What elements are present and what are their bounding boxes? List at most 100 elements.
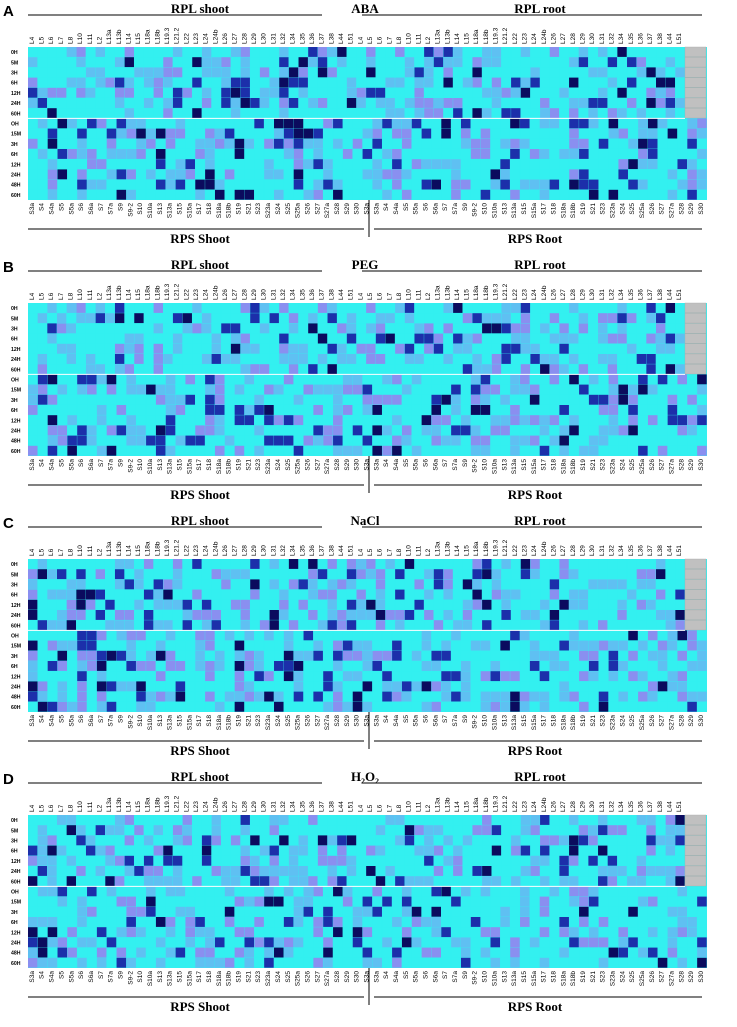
heatmap-cell [352,937,363,948]
heatmap-cell [529,189,540,200]
heatmap-cell [308,599,318,610]
heatmap-cell [313,118,323,129]
heatmap-cell [185,374,195,385]
heatmap-cell [510,374,520,385]
heatmap-cell [618,691,628,702]
heatmap-cell [224,947,235,958]
heatmap-cell [333,159,343,170]
heatmap-cell [598,364,608,375]
heatmap-cell [96,394,107,405]
heatmap-cell [395,620,405,631]
heatmap-cell [677,149,688,159]
rpl-tick-label: L28 [570,289,577,300]
heatmap-cell [490,886,501,897]
heatmap-cell [520,364,531,375]
rpl-tick-label: L32 [280,545,287,556]
heatmap-cell [598,77,608,88]
heatmap-cell [607,559,618,569]
rpl-tick-label: L30 [589,545,596,556]
heatmap-cell [482,835,492,846]
heatmap-cell [559,927,569,938]
rps-tick-label: S6 [423,715,430,723]
heatmap-cell [421,374,432,385]
heatmap-cell [211,57,221,68]
rpl-tick-label: L14 [125,801,132,812]
heatmap-cell [480,118,491,129]
heatmap-cell [155,937,166,948]
heatmap-cell [395,845,405,856]
heatmap-cell [529,650,540,661]
heatmap-cell [205,671,215,682]
heatmap-cell [234,169,245,180]
heatmap-cell [136,374,146,385]
heatmap-cell [234,906,245,917]
heatmap-cell [441,630,451,641]
heatmap-cell [116,445,127,456]
heatmap-cell [155,671,166,682]
heatmap-cell [165,947,176,958]
rps-tick-label: S23a [609,971,616,987]
heatmap-cell [163,87,173,98]
heatmap-cell [569,149,579,159]
heatmap-cell [617,313,627,324]
heatmap-cell [687,149,697,159]
heatmap-cell [520,384,530,395]
heatmap-cell [153,599,163,610]
heatmap-cell [313,435,323,446]
heatmap-cell [501,589,511,600]
heatmap-cell [56,343,67,354]
heatmap-cell [143,303,154,313]
heatmap-cell [95,815,105,825]
time-row-label: 12H [11,162,21,168]
heatmap-cell [549,333,560,344]
heatmap-cell [298,589,308,600]
rps-tick-label: S18b [226,203,233,219]
heatmap-cell [520,149,530,159]
heatmap-cell [165,415,176,426]
heatmap-cell [366,77,376,88]
heatmap-cell [636,354,647,364]
heatmap-cell [404,333,415,344]
heatmap-cell [95,67,105,78]
heatmap-cell [510,128,520,139]
heatmap-cell [211,855,221,866]
heatmap-cell [221,87,231,98]
heatmap-cell [667,118,678,129]
heatmap-cell [221,835,231,846]
heatmap-cell [274,128,284,139]
heatmap-cell [192,569,202,580]
heatmap-cell [77,896,87,907]
heatmap-cell [401,189,412,200]
heatmap-cell [433,569,444,580]
heatmap-cell [520,579,531,590]
rpl-tick-label: L11 [415,801,422,812]
heatmap-cell [114,364,125,375]
heatmap-cell [627,855,637,866]
heatmap-cell [588,701,599,712]
heatmap-cell [126,701,136,712]
heatmap-cell [85,569,96,580]
heatmap-cell [192,67,202,78]
heatmap-cell [617,333,627,344]
heatmap-cell [37,313,48,324]
heatmap-cell [244,640,255,651]
heatmap-cell [569,118,579,129]
heatmap-cell [636,87,647,98]
heatmap-cell [136,425,146,436]
heatmap-cell [697,405,707,415]
heatmap-cell [172,354,183,364]
heatmap-cell [549,445,560,456]
heatmap-cell [549,855,560,866]
heatmap-cell [559,957,569,968]
heatmap-cell [352,118,363,129]
heatmap-cell [205,886,215,897]
heatmap-cell [667,937,678,948]
heatmap-cell [333,650,343,661]
heatmap-cell [259,98,270,108]
heatmap-cell [134,599,144,610]
rpl-tick-label: L21.2 [502,539,509,556]
heatmap-cell [333,640,343,651]
heatmap-cell [490,189,501,200]
heatmap-cell [578,845,589,856]
heatmap-cell [337,354,347,364]
